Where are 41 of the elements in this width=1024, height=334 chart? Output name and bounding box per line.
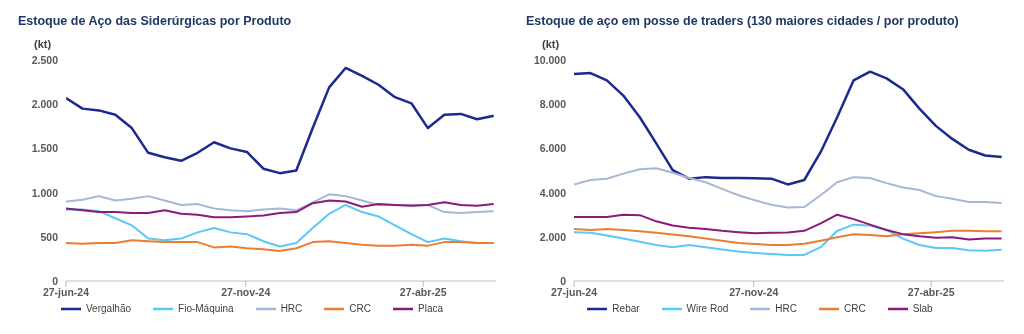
legend-label: HRC <box>775 303 797 314</box>
line-series <box>66 193 495 214</box>
legend-label: Vergalhão <box>86 303 132 314</box>
line-series <box>66 66 495 175</box>
chart-title: Estoque de Aço das Siderúrgicas por Produto <box>18 14 293 30</box>
chart-title: Estoque de aço em posse de traders (130 maiores cidades / por produto) <box>526 14 960 30</box>
y-tick-label: 6.000 <box>539 142 567 155</box>
y-tick-label: 2.000 <box>539 230 567 243</box>
y-tick-label: 2.500 <box>31 54 59 66</box>
x-tick-label: 27-jun-24 <box>42 286 90 299</box>
line-series <box>66 199 495 219</box>
y-axis-title: (kt) <box>542 38 561 52</box>
x-tick-label: 27-nov-24 <box>729 286 779 299</box>
y-tick-label: 4.000 <box>539 186 567 199</box>
line-series <box>574 213 1003 241</box>
y-tick-label: 8.000 <box>539 98 567 111</box>
legend-label: Slab <box>912 303 933 314</box>
legend-label: CRC <box>843 303 866 314</box>
x-tick-label: 27-abr-25 <box>399 286 447 299</box>
line-series <box>574 167 1003 209</box>
y-tick-label: 1.500 <box>31 142 59 155</box>
legend-label: HRC <box>280 303 303 314</box>
y-tick-label: 10.000 <box>533 54 567 66</box>
x-tick-label: 27-nov-24 <box>221 286 271 299</box>
y-tick-label: 1.000 <box>31 186 59 199</box>
y-tick-label: 0 <box>52 275 59 287</box>
line-series <box>574 223 1003 256</box>
legend-label: Fio-Máquina <box>178 303 234 314</box>
line-series <box>574 70 1003 186</box>
line-series <box>574 228 1003 246</box>
x-tick-label: 27-abr-25 <box>907 286 955 299</box>
line-series <box>66 239 495 252</box>
x-tick-label: 27-jun-24 <box>550 286 598 299</box>
legend-label: CRC <box>349 303 371 314</box>
legend-label: Placa <box>417 303 443 314</box>
y-tick-label: 500 <box>40 230 59 243</box>
legend-label: Wire Rod <box>686 303 729 314</box>
y-axis-title: (kt) <box>34 38 53 52</box>
y-tick-label: 2.000 <box>31 98 59 111</box>
y-tick-label: 0 <box>560 275 567 287</box>
legend-label: Rebar <box>612 303 640 314</box>
